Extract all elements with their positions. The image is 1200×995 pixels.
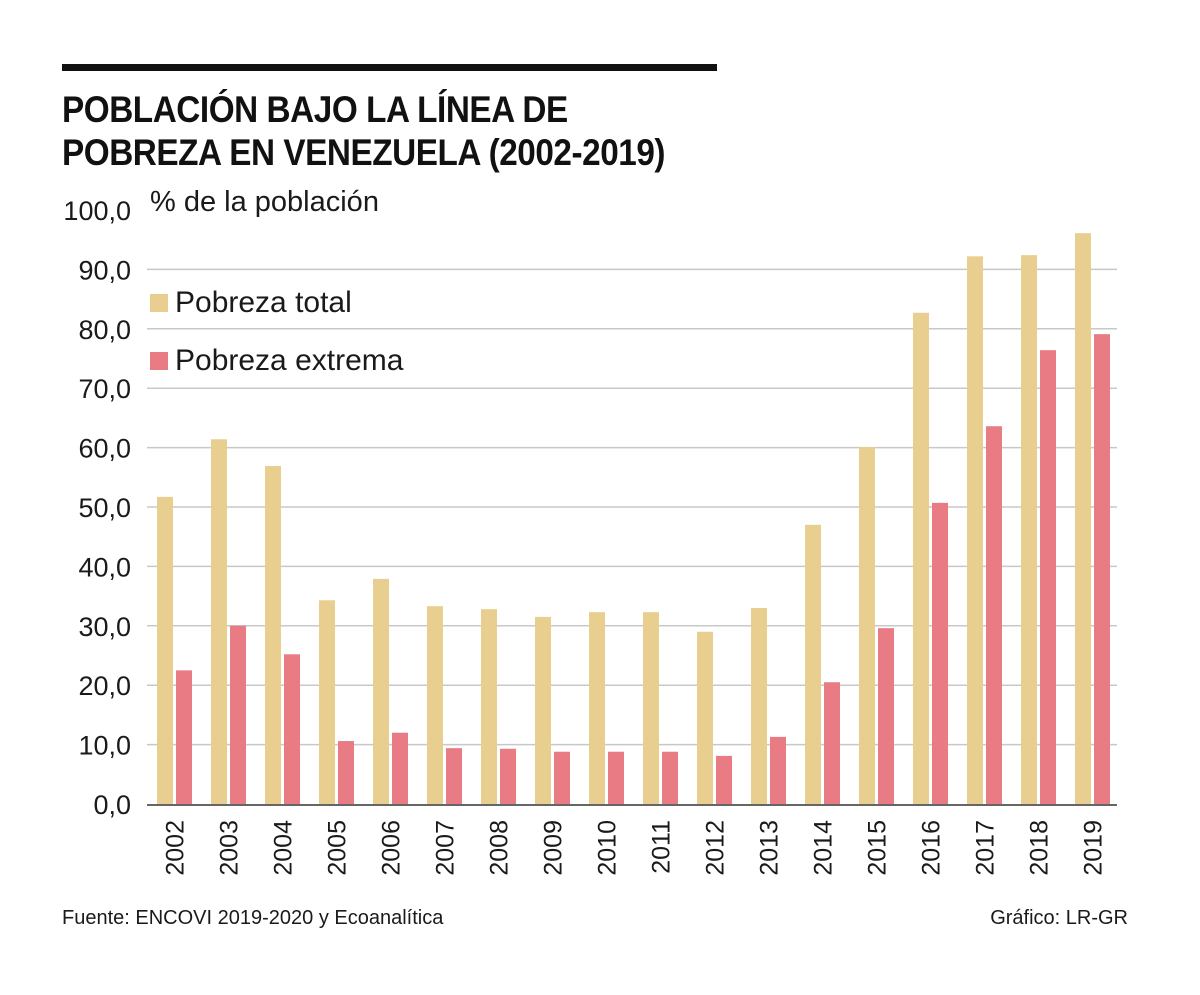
bar-pobreza-extrema (554, 751, 570, 804)
y-axis-unit-label: % de la población (150, 186, 379, 218)
bar-pobreza-total (967, 256, 983, 804)
legend-swatch-total (150, 294, 168, 312)
legend-label-total: Pobreza total (175, 286, 352, 319)
y-tick-label: 80,0 (78, 315, 131, 345)
legend-label-extreme: Pobreza extrema (175, 344, 404, 377)
title-rule (62, 64, 717, 71)
x-tick-label: 2011 (648, 820, 676, 874)
legend-item-total: Pobreza total (150, 286, 352, 320)
x-tick-label: 2017 (972, 820, 1000, 876)
y-tick-labels: 0,0 10,0 20,0 30,0 40,0 50,0 60,0 70,0 80,0 90,0 1… (63, 196, 131, 820)
bar-pobreza-extrema (392, 732, 408, 804)
bar-pobreza-extrema (338, 741, 354, 804)
x-tick-label: 2008 (486, 820, 514, 876)
bar-pobreza-extrema (500, 748, 516, 804)
bar-pobreza-extrema (932, 502, 948, 804)
x-tick-label: 2007 (432, 820, 460, 876)
y-tick-label: 40,0 (78, 552, 131, 582)
x-tick-label: 2002 (162, 820, 190, 876)
x-tick-label: 2003 (216, 820, 244, 876)
bar-pobreza-total (643, 612, 659, 804)
chart-title: POBLACIÓN BAJO LA LÍNEA DE POBREZA EN VE… (62, 88, 666, 174)
bar-pobreza-extrema (878, 628, 894, 804)
bar-pobreza-extrema (446, 748, 462, 804)
y-tick-label: 100,0 (63, 196, 131, 226)
x-tick-label: 2019 (1080, 820, 1108, 876)
x-tick-label: 2016 (918, 820, 946, 876)
bar-pobreza-total (535, 616, 551, 804)
x-tick-label: 2010 (594, 820, 622, 876)
x-tick-label: 2004 (270, 820, 298, 876)
bar-pobreza-total (1075, 233, 1091, 804)
bar-pobreza-total (211, 439, 227, 804)
bar-pobreza-extrema (1094, 334, 1110, 804)
source-note: Fuente: ENCOVI 2019-2020 y Ecoanalítica (62, 907, 444, 929)
credit-note: Gráfico: LR-GR (990, 907, 1128, 929)
bar-pobreza-extrema (608, 751, 624, 804)
x-tick-labels: 2002 2003 2004 2005 2006 2007 2008 2009 2010 2011… (162, 820, 1108, 876)
y-tick-label: 70,0 (78, 374, 131, 404)
bar-pobreza-total (805, 524, 821, 804)
bar-pobreza-total (589, 612, 605, 804)
x-tick-label: 2005 (324, 820, 352, 876)
bar-pobreza-total (157, 496, 173, 804)
y-tick-label: 50,0 (78, 493, 131, 523)
bar-pobreza-total (751, 607, 767, 804)
x-tick-label: 2013 (756, 820, 784, 876)
chart-title-line-1: POBLACIÓN BAJO LA LÍNEA DE (62, 89, 568, 130)
x-tick-label: 2006 (378, 820, 406, 876)
bars (157, 233, 1110, 805)
x-tick-label: 2012 (702, 820, 730, 876)
bar-pobreza-total (427, 606, 443, 804)
bar-pobreza-total (1021, 255, 1037, 805)
chart-title-line-2: POBREZA EN VENEZUELA (2002-2019) (62, 132, 666, 173)
bar-pobreza-extrema (230, 625, 246, 804)
bar-pobreza-total (319, 600, 335, 804)
bar-pobreza-total (481, 609, 497, 804)
y-tick-label: 60,0 (78, 434, 131, 464)
bar-pobreza-extrema (770, 736, 786, 804)
x-tick-label: 2009 (540, 820, 568, 876)
gridlines (147, 268, 1117, 746)
y-tick-label: 0,0 (93, 790, 131, 820)
bar-pobreza-total (373, 578, 389, 804)
bar-pobreza-extrema (986, 426, 1002, 804)
legend-item-extreme: Pobreza extrema (150, 344, 403, 378)
bar-pobreza-total (859, 447, 875, 804)
x-tick-label: 2014 (810, 820, 838, 876)
bar-pobreza-total (265, 466, 281, 804)
y-tick-label: 90,0 (78, 255, 131, 285)
bar-pobreza-extrema (824, 682, 840, 804)
bar-pobreza-extrema (662, 751, 678, 804)
bar-pobreza-extrema (1040, 350, 1056, 804)
bar-pobreza-extrema (176, 670, 192, 804)
bar-pobreza-extrema (284, 654, 300, 804)
legend-swatch-extreme (150, 352, 168, 370)
y-tick-label: 30,0 (78, 612, 131, 642)
bar-pobreza-total (913, 312, 929, 804)
bar-pobreza-extrema (716, 755, 732, 804)
y-tick-label: 20,0 (78, 671, 131, 701)
bar-pobreza-total (697, 631, 713, 804)
x-tick-label: 2015 (864, 820, 892, 876)
y-tick-label: 10,0 (78, 731, 131, 761)
x-tick-label: 2018 (1026, 820, 1054, 876)
